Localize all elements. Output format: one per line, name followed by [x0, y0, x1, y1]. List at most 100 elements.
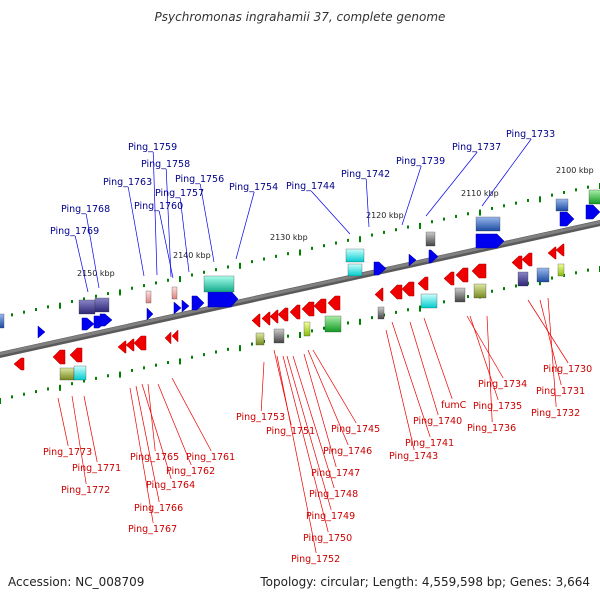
upper-track-dot: [323, 244, 325, 248]
gene-label-forward: Ping_1742: [341, 169, 390, 180]
gene-label-reverse: Ping_1773: [43, 447, 92, 458]
forward-label-leader: [152, 151, 158, 276]
upper-track-dot: [263, 257, 265, 261]
upper-track-dot: [275, 254, 277, 258]
forward-gene-arrow: [181, 299, 190, 313]
gene-label-reverse: Ping_1743: [389, 451, 438, 462]
forward-label-leader: [158, 210, 174, 279]
lower-track-dot: [0, 398, 1, 404]
lower-track-dot: [47, 387, 49, 391]
gene-label-reverse: Ping_1735: [473, 401, 522, 412]
upper-track-dot: [95, 294, 97, 298]
reverse-label-leader: [486, 315, 493, 423]
upper-track-dot: [347, 238, 349, 242]
gene-feature-box: [345, 248, 365, 263]
gene-feature-box: [557, 263, 565, 277]
forward-label-leader: [401, 165, 422, 226]
reverse-gene-arrow: [125, 338, 135, 352]
lower-track-dot: [587, 268, 589, 272]
scale-label: 2130 kbp: [270, 233, 308, 242]
reverse-label-leader: [286, 355, 332, 511]
gene-label-reverse: Ping_1761: [186, 452, 235, 463]
gene-feature-box: [536, 267, 550, 283]
scale-label: 2140 kbp: [173, 251, 211, 260]
gene-label-reverse: Ping_1764: [146, 480, 195, 491]
lower-track-dot: [503, 287, 505, 291]
reverse-gene-arrow: [401, 281, 415, 297]
gene-label-reverse: fumC: [441, 400, 467, 411]
upper-track-dot: [491, 206, 493, 210]
reverse-gene-arrow: [251, 313, 261, 328]
upper-track-dot: [47, 305, 49, 309]
lower-track-dot: [167, 361, 169, 365]
gene-label-forward: Ping_1769: [50, 226, 99, 237]
reverse-gene-arrow: [301, 301, 315, 317]
lower-track-dot: [371, 316, 373, 320]
gene-label-forward: Ping_1758: [141, 159, 190, 170]
forward-gene-arrow: [146, 307, 154, 321]
upper-track-dot: [383, 230, 385, 234]
gene-label-reverse: Ping_1771: [72, 463, 121, 474]
upper-track-dot: [227, 265, 229, 269]
gene-label-forward: Ping_1754: [229, 182, 278, 193]
gene-label-forward: Ping_1756: [175, 174, 224, 185]
reverse-label-leader: [391, 321, 431, 438]
forward-label-leader: [365, 178, 370, 228]
genome-backbone-highlight: [0, 220, 600, 356]
reverse-gene-arrow: [269, 309, 279, 324]
reverse-gene-arrow: [521, 252, 533, 267]
upper-track-dot: [107, 292, 109, 296]
reverse-gene-arrow: [374, 287, 384, 302]
gene-label-reverse: Ping_1741: [405, 438, 454, 449]
lower-track-dot: [59, 384, 61, 391]
lower-track-dot: [467, 295, 469, 299]
lower-track-dot: [179, 358, 181, 365]
gene-label-reverse: Ping_1772: [61, 485, 110, 496]
reverse-gene-arrow: [133, 335, 147, 351]
gene-label-reverse: Ping_1731: [536, 386, 585, 397]
reverse-gene-arrow: [547, 246, 557, 260]
gene-label-forward: Ping_1733: [506, 129, 555, 140]
reverse-label-leader: [83, 395, 98, 463]
gene-feature-box: [171, 286, 178, 300]
lower-track-dot: [143, 366, 145, 370]
reverse-label-leader: [71, 395, 87, 485]
reverse-label-leader: [307, 349, 349, 446]
forward-label-leader: [235, 191, 255, 260]
reverse-gene-arrow: [261, 311, 271, 326]
gene-feature-box: [145, 290, 152, 304]
lower-track-dot: [395, 310, 397, 314]
forward-label-leader: [165, 168, 172, 278]
gene-label-reverse: Ping_1745: [331, 424, 380, 435]
reverse-gene-arrow: [164, 331, 172, 345]
reverse-label-leader: [539, 299, 562, 386]
forward-gene-arrow: [81, 317, 95, 331]
lower-track-dot: [95, 376, 97, 380]
forward-gene-arrow: [475, 233, 505, 249]
upper-track-dot: [407, 225, 409, 229]
reverse-gene-arrow: [171, 329, 179, 343]
lower-track-dot: [539, 279, 541, 286]
forward-label-leader: [481, 138, 532, 207]
scale-label: 2110 kbp: [461, 189, 499, 198]
lower-track-dot: [491, 289, 493, 293]
gene-label-reverse: Ping_1736: [467, 423, 516, 434]
reverse-gene-arrow: [13, 357, 25, 371]
upper-track-dot: [155, 281, 157, 285]
forward-label-leader: [74, 235, 89, 293]
upper-track-dot: [443, 217, 445, 221]
upper-track-dot: [35, 308, 37, 312]
upper-track-dot: [527, 198, 529, 202]
reverse-gene-arrow: [417, 276, 429, 291]
gene-label-reverse: Ping_1766: [134, 503, 183, 514]
forward-gene-arrow: [173, 301, 182, 315]
gene-feature-box: [273, 328, 285, 344]
lower-track-dot: [251, 342, 253, 346]
gene-label-forward: Ping_1757: [155, 188, 204, 199]
upper-track-dot: [479, 209, 481, 216]
scale-label: 2100 kbp: [556, 166, 594, 175]
reverse-label-leader: [469, 315, 499, 401]
upper-track-dot: [563, 190, 565, 194]
lower-track-dot: [515, 284, 517, 288]
forward-label-leader: [127, 186, 145, 277]
